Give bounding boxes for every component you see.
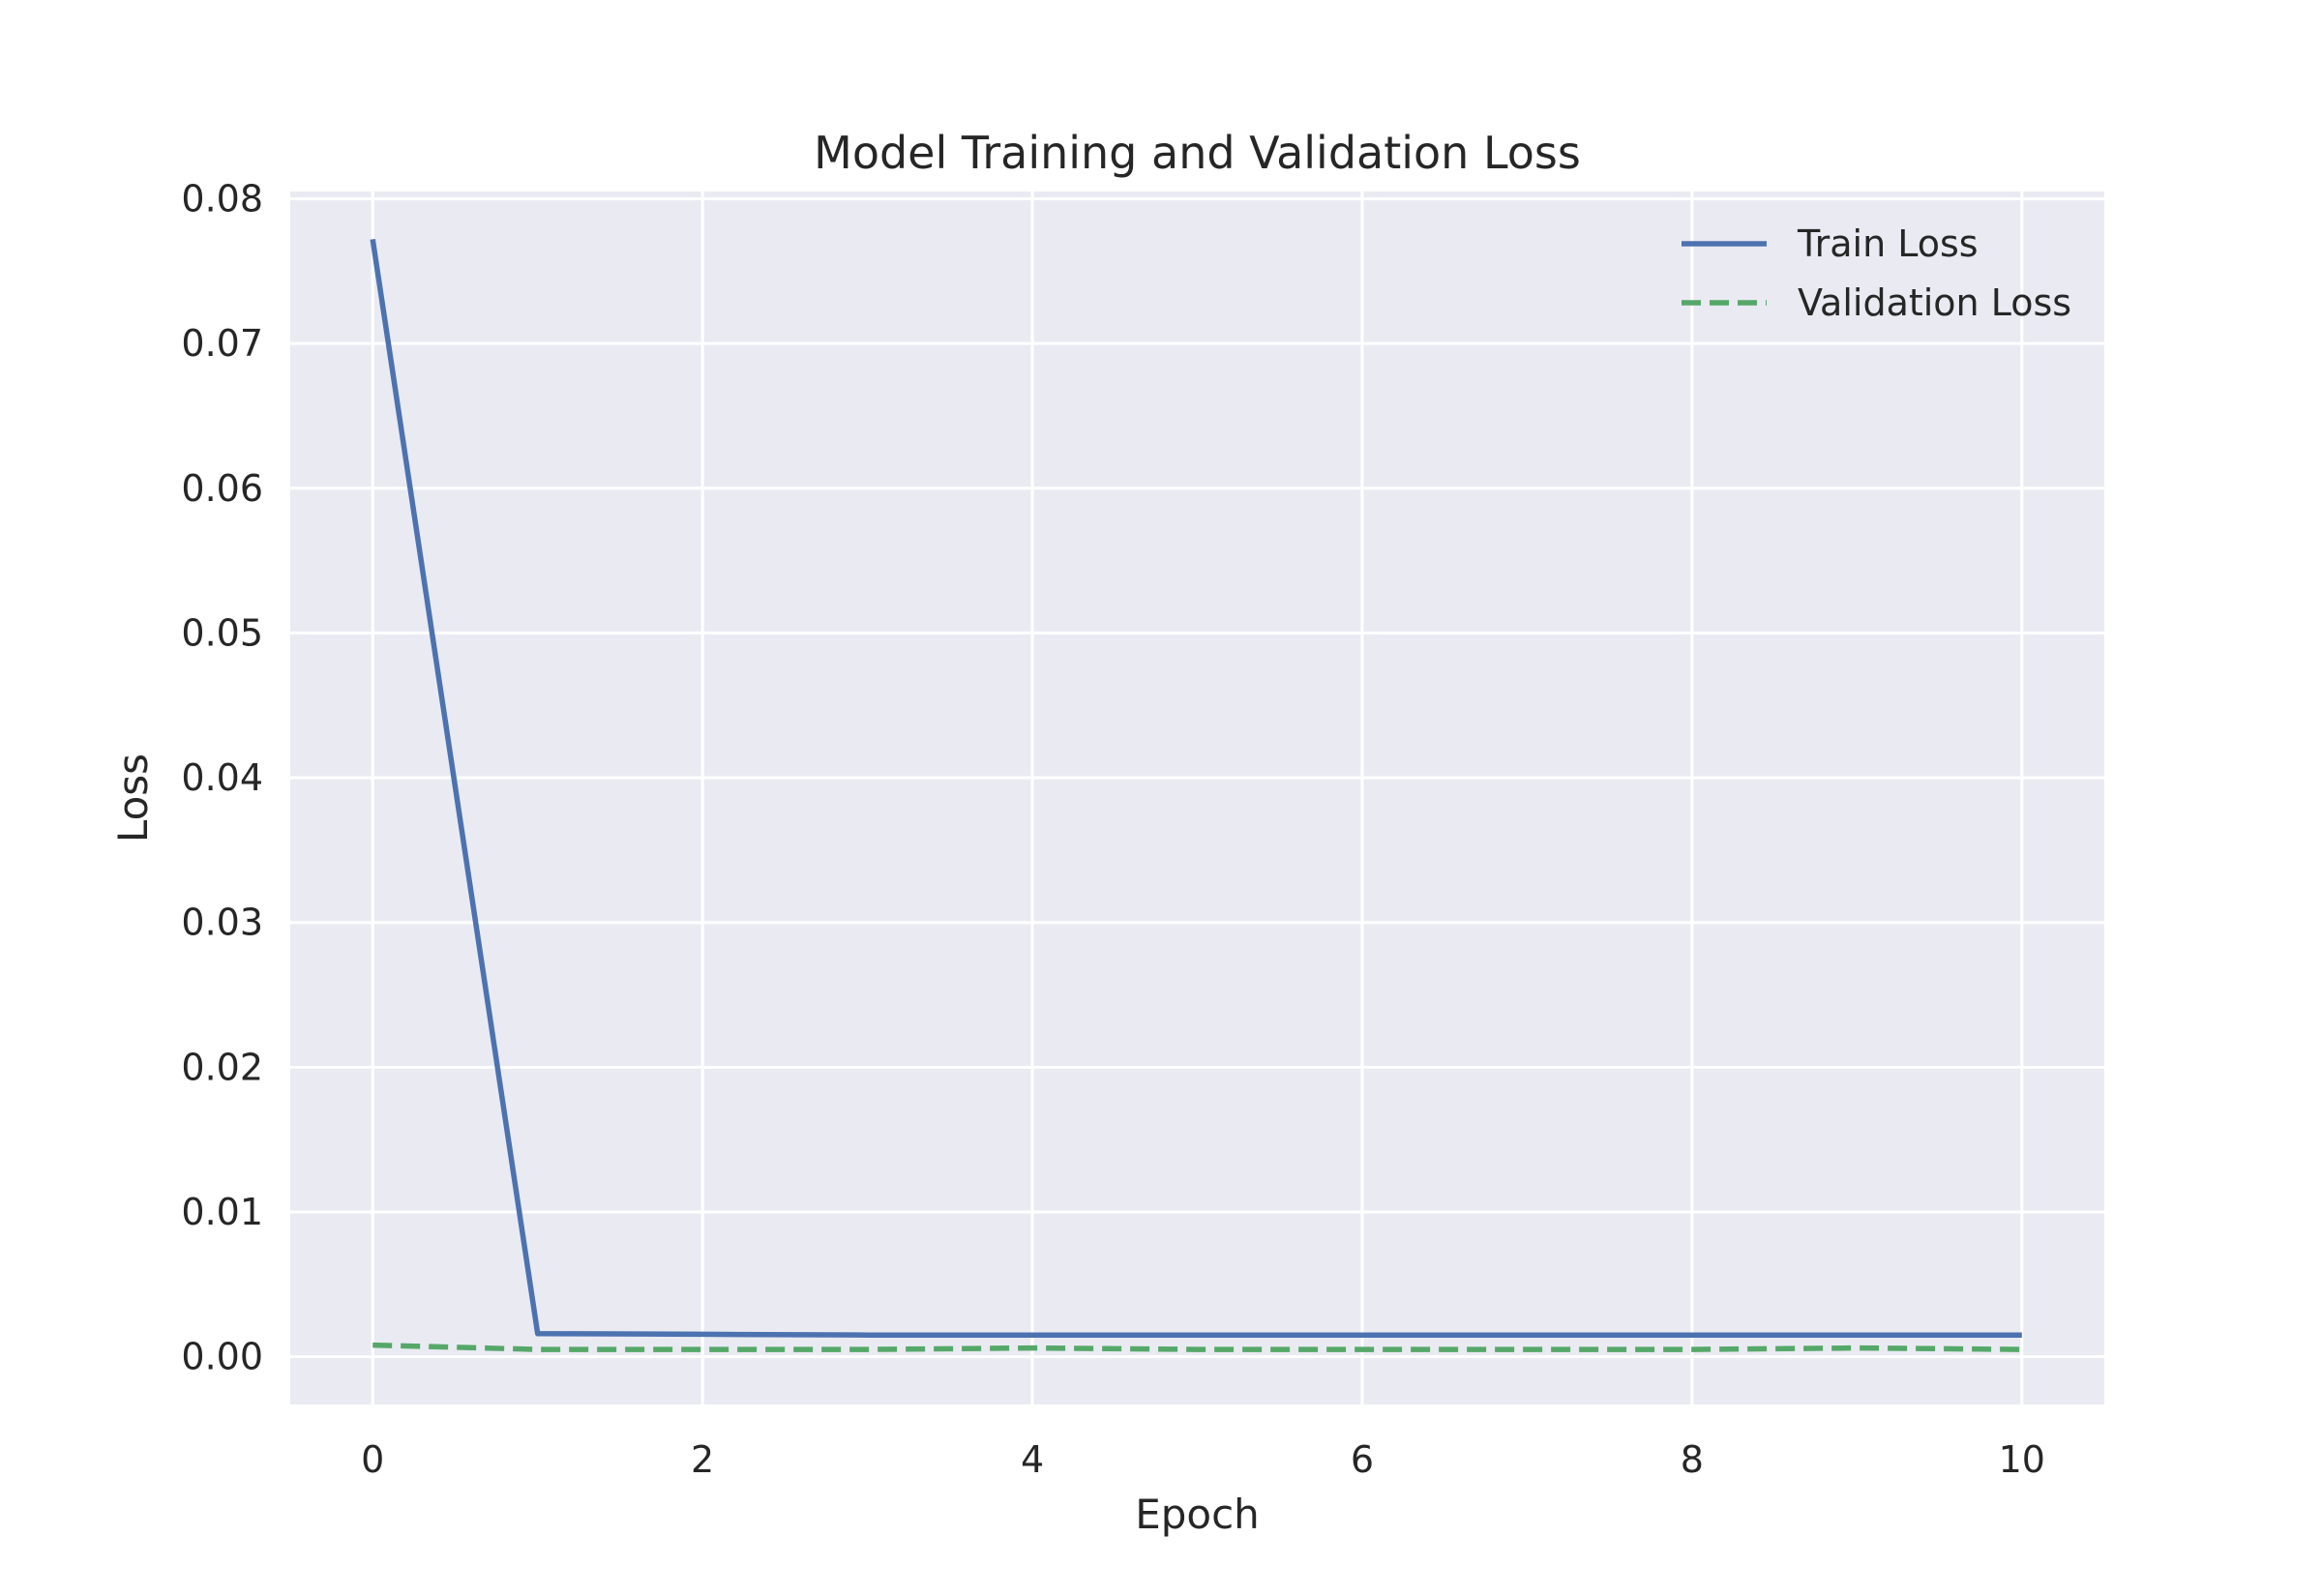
- y-tick-label-0.01: 0.01: [181, 1191, 263, 1233]
- x-tick-label-6: 6: [1351, 1438, 1374, 1481]
- chart-title: Model Training and Validation Loss: [814, 127, 1581, 179]
- y-tick-label-0.02: 0.02: [181, 1046, 263, 1088]
- plot-area: [290, 192, 2104, 1404]
- y-tick-label-0.07: 0.07: [181, 322, 263, 365]
- y-tick-label-0.04: 0.04: [181, 756, 263, 799]
- legend: Train Loss Validation Loss: [1682, 222, 2071, 324]
- x-tick-label-2: 2: [691, 1438, 714, 1481]
- y-tick-label-0.05: 0.05: [181, 611, 263, 654]
- tick-labels: 0 2 4 6 8 10 0.00 0.01 0.02 0.03 0.04 0.05 0.06 0.07 0…: [181, 177, 2045, 1481]
- x-tick-label-8: 8: [1681, 1438, 1704, 1481]
- legend-label-train-loss: Train Loss: [1797, 222, 1979, 265]
- y-tick-label-0.06: 0.06: [181, 467, 263, 510]
- series-line-train-loss: [370, 238, 2022, 1338]
- y-tick-label-0.00: 0.00: [181, 1336, 263, 1378]
- y-tick-label-0.08: 0.08: [181, 177, 263, 220]
- y-tick-label-0.03: 0.03: [181, 901, 263, 944]
- x-tick-label-4: 4: [1021, 1438, 1044, 1481]
- legend-label-validation-loss: Validation Loss: [1798, 281, 2071, 324]
- y-axis-label: Loss: [109, 754, 157, 842]
- x-tick-label-0: 0: [361, 1438, 384, 1481]
- grid-lines: [290, 192, 2104, 1404]
- series-line-validation-loss: [372, 1342, 2022, 1352]
- x-axis-label: Epoch: [1135, 1491, 1260, 1538]
- x-tick-label-10: 10: [1999, 1438, 2045, 1481]
- series-lines: [370, 238, 2022, 1352]
